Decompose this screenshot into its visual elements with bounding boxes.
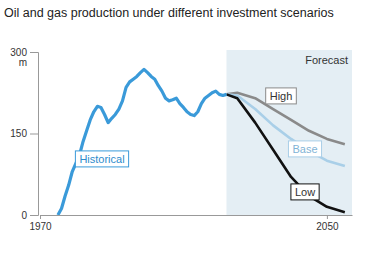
- plot-area: [58, 50, 352, 215]
- x-tick: 2050: [316, 215, 339, 232]
- y-tick: 150: [10, 128, 38, 139]
- series-line: [226, 94, 344, 212]
- x-tick: 1970: [29, 215, 52, 232]
- series-label-text: Base: [292, 143, 317, 155]
- x-axis: 1970 2050: [29, 215, 352, 232]
- y-tick-label: 150: [10, 128, 27, 139]
- y-tick-mark: [30, 134, 38, 135]
- series-label-text: Historical: [79, 153, 124, 165]
- x-tick-label: 2050: [316, 221, 339, 232]
- series-label-text: High: [270, 90, 293, 102]
- series-label-box: [288, 141, 321, 157]
- series-line: [58, 69, 227, 215]
- chart: Oil and gas production under different i…: [0, 0, 372, 262]
- x-axis-line: [41, 215, 353, 216]
- series-line: [226, 94, 344, 166]
- series-label: Base: [288, 141, 321, 157]
- title: Oil and gas production under different i…: [4, 6, 334, 20]
- y-unit: m: [19, 57, 27, 68]
- y-tick: 0: [21, 210, 38, 221]
- series-label-box: [266, 88, 297, 104]
- series-label-box: [75, 151, 128, 167]
- y-axis: 0150300: [10, 47, 38, 221]
- y-tick-mark: [30, 215, 38, 216]
- x-tick-mark: [327, 215, 328, 219]
- series-label: Historical: [75, 151, 128, 167]
- y-tick-mark: [30, 52, 38, 53]
- series-label-text: Low: [295, 186, 315, 198]
- forecast-region: [226, 50, 352, 215]
- x-tick-mark: [40, 215, 41, 219]
- y-axis-line: [30, 53, 39, 216]
- series-label: Low: [291, 184, 319, 200]
- y-tick-label: 0: [21, 210, 27, 221]
- series-label-box: [291, 184, 319, 200]
- forecast-label: Forecast: [305, 54, 348, 66]
- x-tick-label: 1970: [29, 221, 52, 232]
- series-label: High: [266, 88, 297, 104]
